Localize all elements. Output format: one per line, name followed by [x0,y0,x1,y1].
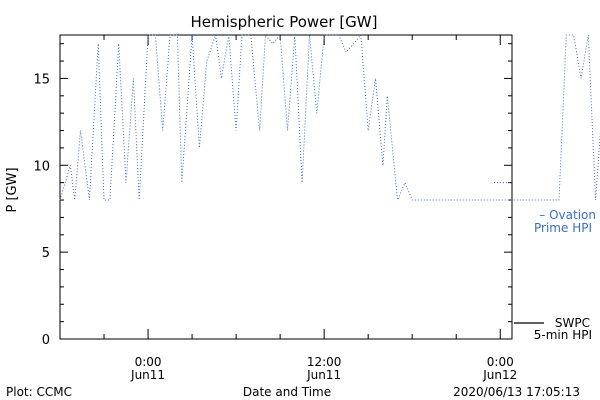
x-tick-date-label: Jun11 [306,368,341,382]
y-tick-label: 5 [42,246,50,261]
legend-swpc-line2: 5-min HPI [534,328,592,342]
legend-ovation-line2: Prime HPI [534,221,592,235]
series-layer [59,33,600,201]
plot-area [59,34,513,340]
legend-swpc: SWPC 5-min HPI [514,316,592,342]
x-axis-label: Date and Time [243,385,331,399]
legend-ovation: – Ovation Prime HPI [534,208,596,235]
x-tick-time-label: 0:00 [487,355,514,369]
y-tick-labels: 0 5 10 15 [33,72,50,348]
y-tick-label: 10 [33,159,50,174]
x-tick-date-label: Jun11 [130,368,165,382]
y-axis-label: P [GW] [5,167,20,212]
x-tick-labels: 0:00Jun1112:00Jun110:00Jun1212:00Jun120:… [130,355,517,382]
y-tick-label: 15 [33,72,50,87]
x-tick-date-label: Jun12 [482,368,517,382]
axes-group [60,35,512,340]
y-tick-label: 0 [42,333,50,348]
plot-timestamp: 2020/06/13 17:05:13 [453,385,580,399]
legend-ovation-line1: – Ovation [539,208,596,222]
ovation-hpi-line [59,33,600,201]
x-tick-time-label: 0:00 [135,355,162,369]
legend-swpc-line1: SWPC [555,316,590,330]
plot-credit: Plot: CCMC [6,385,72,399]
x-tick-time-label: 12:00 [307,355,342,369]
chart-title: Hemispheric Power [GW] [191,13,378,31]
